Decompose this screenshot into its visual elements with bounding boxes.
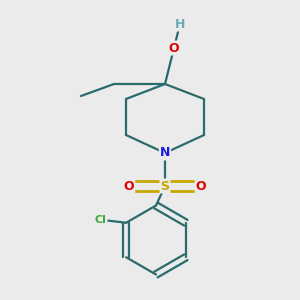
Text: S: S	[160, 179, 169, 193]
Text: N: N	[160, 146, 170, 160]
Text: O: O	[196, 179, 206, 193]
Text: O: O	[124, 179, 134, 193]
Text: H: H	[175, 17, 185, 31]
Text: O: O	[169, 41, 179, 55]
Text: Cl: Cl	[95, 215, 106, 225]
